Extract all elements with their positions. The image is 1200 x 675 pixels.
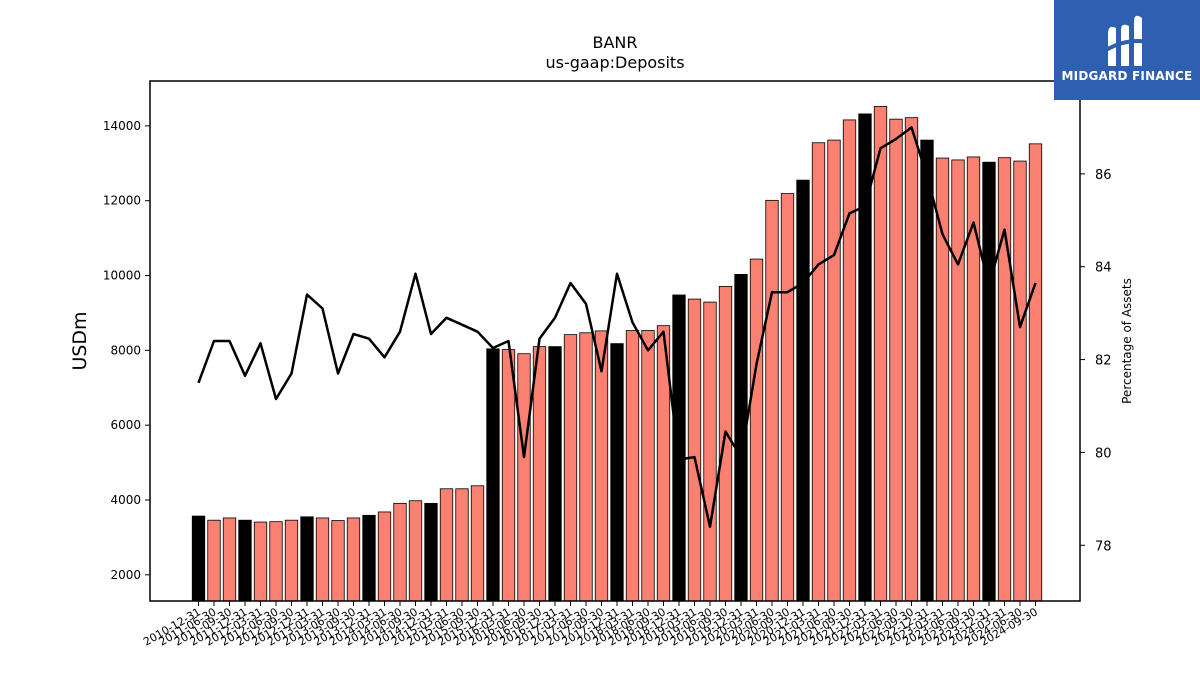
- bar: [687, 298, 702, 602]
- y2-tick-label: 82: [1095, 354, 1112, 369]
- bar: [718, 285, 733, 602]
- bar: [470, 485, 485, 602]
- bar: [749, 258, 764, 602]
- bar: [579, 332, 593, 602]
- y-tick-label: 14000: [103, 119, 141, 133]
- bar: [393, 502, 407, 602]
- x-axis: 2010-12-312011-06-302011-09-302011-12-31…: [141, 601, 1040, 649]
- bar: [346, 517, 361, 602]
- y2-axis-label: Percentage of Assets: [1120, 278, 1134, 404]
- bar: [765, 199, 779, 602]
- left-axis: 2000 4000 6000 8000 10000 12000 14000: [103, 119, 150, 582]
- bar: [207, 519, 221, 602]
- bar: [439, 488, 454, 602]
- bar: [222, 517, 237, 602]
- bar: [904, 117, 919, 602]
- bar: [842, 119, 857, 602]
- bar: [315, 517, 330, 602]
- bar: [796, 179, 810, 602]
- bar: [191, 515, 206, 602]
- bar: [501, 349, 516, 602]
- bar: [982, 161, 996, 602]
- bar: [873, 106, 888, 602]
- y2-tick-label: 78: [1095, 539, 1112, 554]
- bar: [625, 330, 640, 602]
- logo-text: MIDGARD FINANCE: [1061, 69, 1193, 83]
- logo-badge: MIDGARD FINANCE: [1054, 0, 1200, 100]
- bar: [284, 519, 299, 602]
- bar: [238, 519, 252, 602]
- chart-subtitle: us-gaap:Deposits: [545, 53, 684, 72]
- right-axis: 78 80 82 84 86: [1080, 168, 1112, 554]
- bar: [935, 157, 950, 602]
- y-tick-label: 10000: [103, 269, 141, 283]
- bar: [563, 334, 578, 602]
- bar-series: [191, 106, 1043, 602]
- y-tick-label: 8000: [110, 343, 141, 357]
- bar: [362, 514, 376, 602]
- bar: [780, 193, 795, 602]
- bar: [920, 139, 934, 602]
- y-tick-label: 6000: [110, 418, 141, 432]
- bar: [269, 521, 283, 602]
- chart-title: BANR: [592, 33, 637, 52]
- y2-tick-label: 86: [1095, 168, 1112, 183]
- y-axis-label: USDm: [69, 311, 91, 370]
- bar: [455, 488, 469, 602]
- bar: [532, 346, 547, 602]
- bar: [517, 353, 531, 602]
- bar: [811, 142, 826, 602]
- bar: [424, 502, 438, 602]
- bar: [548, 346, 562, 602]
- bar: [300, 516, 314, 602]
- bar: [889, 118, 903, 602]
- bar: [377, 511, 392, 602]
- bar: [253, 521, 268, 602]
- bar: [486, 348, 500, 602]
- plot-frame: [149, 80, 1081, 602]
- y2-tick-label: 84: [1095, 261, 1112, 276]
- bar: [703, 301, 717, 602]
- y-tick-label: 12000: [103, 194, 141, 208]
- midgard-logo-icon: [1105, 15, 1149, 67]
- y-tick-label: 4000: [110, 493, 141, 507]
- bar: [610, 343, 624, 602]
- y-tick-label: 2000: [110, 568, 141, 582]
- bar: [1013, 160, 1027, 602]
- bar: [641, 330, 655, 602]
- line-series: [197, 126, 1037, 528]
- bar: [827, 139, 841, 602]
- bar: [672, 294, 686, 602]
- bar: [1028, 143, 1043, 602]
- bar: [408, 500, 423, 602]
- bar: [951, 159, 965, 602]
- y2-tick-label: 80: [1095, 446, 1112, 461]
- bar: [331, 520, 345, 602]
- bar: [997, 157, 1012, 602]
